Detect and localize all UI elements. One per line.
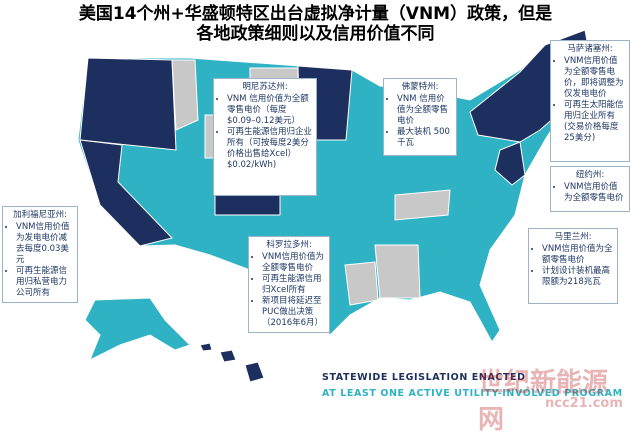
callout: 马萨诸塞州: VNM信用价值为全额零售电价，即将调整为仅发电电价可再生太阳能信用归… [550,40,630,162]
callout-list: VNM信用价值为全额零售电价可再生能源信用归Xcel所有新项目将延迟至PUC做出… [253,252,325,329]
callout-list: VNM信用价值为发电电价减去每度0.03美元可再生能源信用归私营电力公司所有 [7,222,73,299]
callout: 加利福尼亚州: VNM信用价值为发电电价减去每度0.03美元可再生能源信用归私营电… [2,206,78,303]
legend-label: AT LEAST ONE ACTIVE UTILITY-INVOLVED PRO… [322,388,623,399]
callout-item: VNM信用价值为全额零售电价 [262,252,325,274]
callout-heading: 科罗拉多州: [266,240,312,250]
callout-heading: 纽约州: [575,170,605,180]
callout-item: VNM信用价值为全额零售电价 [564,182,625,204]
callout-heading: 佛蒙特州: [401,82,439,92]
gray-state [171,59,199,131]
callout-item: VNM 信用价值为全额零售电价 [397,94,452,127]
callout-item: VNM信用价值为发电电价减去每度0.03美元 [16,222,73,266]
callout-list: VNM信用价值为全额零售电价 [555,182,625,204]
callout-item: 可再生能源信用归私营电力公司所有 [16,266,73,299]
callout-heading: 马萨诸塞州: [567,44,613,54]
callout-item: 计划设计装机最高限额为218兆瓦 [542,266,613,288]
callout-list: VNM 信用价值为全额零售电价最大装机 500千瓦 [388,94,452,149]
callout-heading: 加利福尼亚州: [13,210,67,220]
mid-atlantic [494,141,526,186]
callout-item: 最大装机 500千瓦 [397,127,452,149]
hawaii [199,342,265,383]
watermark: ncc21.com [545,396,623,411]
callout-list: VNM信用价值为全额零售电价计划设计装机最高限额为218兆瓦 [533,244,613,288]
gray-state [344,261,379,306]
callout: 佛蒙特州: VNM 信用价值为全额零售电价最大装机 500千瓦 [383,78,457,156]
callout-item: VNM信用价值为全额零售电价，即将调整为仅发电电价 [564,56,625,100]
callout: 明尼苏达州: VNM 信用价值为全额零售电价（每度$0.09–0.12美元）可再生… [213,78,317,196]
california [79,139,173,247]
gray-state [394,189,451,221]
us-map [77,29,593,383]
callout-item: 可再生能源信用归Xcel所有 [262,274,325,296]
alaska [84,297,191,362]
gray-state [374,244,421,299]
title: 美国14个州+华盛顿特区出台虚拟净计量（VNM）政策，但是 各地政策细则以及信用价… [0,4,631,44]
callout-heading: 马里兰州: [554,232,592,242]
title-line: 各地政策细则以及信用价值不同 [196,24,435,44]
callout-item: VNM信用价值为全额零售电价 [542,244,613,266]
callout: 科罗拉多州: VNM信用价值为全额零售电价可再生能源信用归Xcel所有新项目将延迟… [248,236,330,333]
callout-item: 可再生太阳能信用归企业所有(交易价格每度25美分) [564,100,625,144]
callout-list: VNM信用价值为全额零售电价，即将调整为仅发电电价可再生太阳能信用归企业所有(交… [555,56,625,144]
callout-item: 可再生能源信用归企业所有（可按每度2美分价格出售给Xcel）$0.02/kWh) [227,127,312,171]
callout-item: VNM 信用价值为全额零售电价（每度$0.09–0.12美元） [227,94,312,127]
callout-list: VNM 信用价值为全额零售电价（每度$0.09–0.12美元）可再生能源信用归企… [218,94,312,171]
callout: 马里兰州: VNM信用价值为全额零售电价计划设计装机最高限额为218兆瓦 [528,228,618,304]
callout-item: 新项目将延迟至PUC做出决策（2016年6月） [262,296,325,329]
washington-oregon [79,57,177,151]
callout: 纽约州: VNM信用价值为全额零售电价 [550,166,630,212]
title-line: 美国14个州+华盛顿特区出台虚拟净计量（VNM）政策，但是 [78,4,553,24]
legend-label: STATEWIDE LEGISLATION ENACTED [322,372,526,383]
callout-heading: 明尼苏达州: [242,82,288,92]
page: {"title": ["美国14个州+华盛顿特区出台虚拟净计量（VNM）政策，但… [0,0,631,416]
